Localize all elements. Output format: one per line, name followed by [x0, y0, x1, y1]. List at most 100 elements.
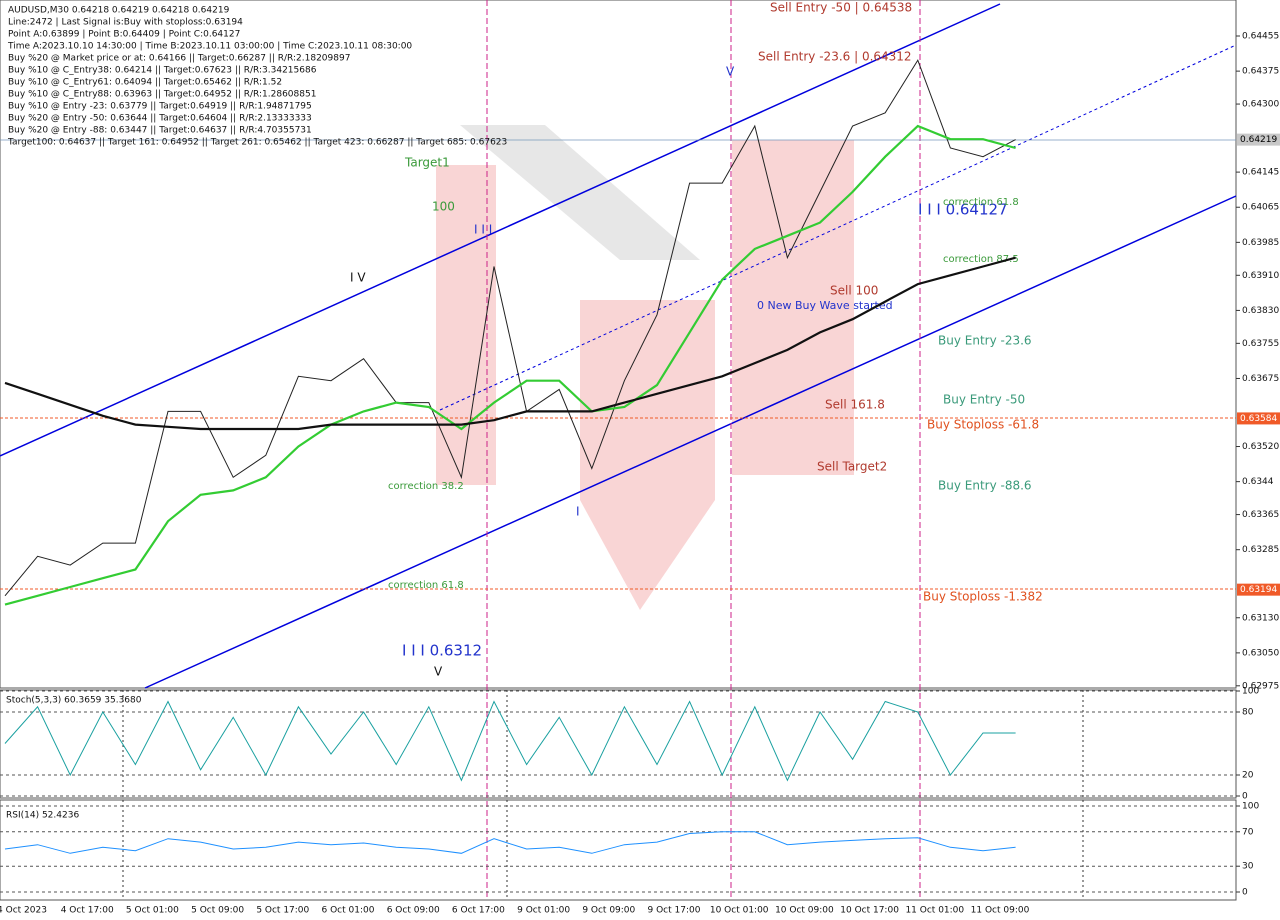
- x-tick-label: 11 Oct 01:00: [905, 906, 964, 916]
- y-tick-label: 100: [1242, 687, 1259, 697]
- y-tick-label: 0.63830: [1242, 306, 1279, 316]
- watermark-shape: [580, 500, 715, 610]
- annotation: Buy Stoploss -61.8: [927, 418, 1039, 432]
- x-tick-label: 5 Oct 17:00: [256, 906, 309, 916]
- annotation: 0 New Buy Wave started: [757, 299, 893, 312]
- channel-middle: [439, 44, 1237, 411]
- annotation: correction 38.2: [388, 481, 464, 492]
- channel: [0, 3, 1237, 689]
- x-tick-label: 6 Oct 17:00: [452, 906, 505, 916]
- y-tick-label: 0.63755: [1242, 339, 1279, 349]
- y-tick-label: 30: [1242, 862, 1254, 872]
- wave-label: I V: [350, 271, 366, 285]
- y-tick-label: 0: [1242, 792, 1248, 802]
- y-tick-label: 70: [1242, 827, 1254, 837]
- wave-label: V: [434, 665, 443, 679]
- price-tag: [1237, 412, 1280, 425]
- info-line: Point A:0.63899 | Point B:0.64409 | Poin…: [8, 30, 240, 40]
- y-tick-label: 0.6344: [1242, 477, 1274, 487]
- indicator-title: RSI(14) 52.4236: [6, 811, 79, 821]
- y-tick-label: 0.63675: [1242, 374, 1279, 384]
- price-tag: [1237, 133, 1280, 146]
- annotation: Sell Entry -23.6 | 0.64312: [758, 50, 912, 64]
- y-tick-label: 0.64375: [1242, 67, 1279, 77]
- x-tick-label: 11 Oct 09:00: [971, 906, 1030, 916]
- annotation: correction 87.5: [943, 254, 1019, 265]
- channel-lower: [144, 195, 1237, 689]
- x-tick-label: 6 Oct 09:00: [387, 906, 440, 916]
- main-frame: [0, 0, 1237, 689]
- wave-label: I I I: [474, 223, 492, 237]
- watermark-shape: [732, 140, 854, 475]
- series-line: [4, 59, 1016, 597]
- price-tag-label: 0.64219: [1240, 135, 1277, 145]
- info-line: Buy %10 @ C_Entry61: 0.64094 || Target:0…: [8, 78, 282, 88]
- info-line: Buy %20 @ Market price or at: 0.64166 ||…: [8, 54, 350, 64]
- rsi-frame: [0, 799, 1237, 901]
- info-line: Buy %10 @ C_Entry38: 0.64214 || Target:0…: [8, 66, 317, 76]
- y-tick-label: 0.63365: [1242, 510, 1279, 520]
- info-line: Line:2472 | Last Signal is:Buy with stop…: [8, 18, 243, 28]
- annotations: Sell Entry -50 | 0.64538 Sell Entry -23.…: [350, 1, 1043, 679]
- x-tick-label: 10 Oct 01:00: [710, 906, 769, 916]
- x-tick-label: 4 Oct 2023: [0, 906, 47, 916]
- watermark-shape: [436, 165, 496, 485]
- x-tick-label: 9 Oct 01:00: [517, 906, 570, 916]
- y-tick-label: 20: [1242, 771, 1254, 781]
- annotation: 100: [432, 200, 455, 214]
- price-tag-label: 0.63584: [1240, 414, 1277, 424]
- y-tick-label: 0.62975: [1242, 681, 1279, 691]
- x-tick-label: 6 Oct 01:00: [322, 906, 375, 916]
- x-tick-label: 5 Oct 01:00: [126, 906, 179, 916]
- annotation: Sell 161.8: [825, 398, 885, 412]
- session-lines: [122, 690, 1084, 900]
- y-tick-label: 0.64065: [1242, 203, 1279, 213]
- price-tag: [1237, 583, 1280, 596]
- x-tick-label: 5 Oct 09:00: [191, 906, 244, 916]
- annotation: I I I 0.64127: [918, 201, 1008, 219]
- y-tick-label: 80: [1242, 708, 1254, 718]
- annotation: Buy Stoploss -1.382: [923, 590, 1043, 604]
- annotation: I I I 0.6312: [402, 642, 482, 660]
- wave-label: V: [726, 65, 735, 79]
- series-line: [4, 124, 1016, 606]
- y-tick-label: 0.64455: [1242, 32, 1279, 42]
- price-tag-label: 0.63194: [1240, 585, 1277, 595]
- wave-label: I: [576, 505, 580, 519]
- y-tick-label: 0.63520: [1242, 442, 1279, 452]
- x-tick-label: 10 Oct 17:00: [840, 906, 899, 916]
- series-line: [4, 256, 1016, 431]
- x-tick-label: 9 Oct 09:00: [582, 906, 635, 916]
- info-line: Time A:2023.10.10 14:30:00 | Time B:2023…: [7, 42, 412, 52]
- info-line: Buy %20 @ Entry -50: 0.63644 || Target:0…: [8, 114, 312, 124]
- indicator-title: Stoch(5,3,3) 60.3659 35.3680: [6, 696, 142, 706]
- y-tick-label: 0.63130: [1242, 613, 1279, 623]
- series-line: [4, 700, 1016, 782]
- watermark-shape: [580, 300, 715, 500]
- annotation: correction 61.8: [943, 197, 1019, 208]
- x-tick-label: 9 Oct 17:00: [648, 906, 701, 916]
- y-tick-label: 100: [1242, 802, 1259, 812]
- info-line: Buy %10 @ Entry -23: 0.63779 || Target:0…: [8, 102, 312, 112]
- y-tick-label: 0: [1242, 888, 1248, 898]
- info-line: Buy %20 @ Entry -88: 0.63447 || Target:0…: [8, 126, 312, 136]
- stoch-frame: [0, 689, 1237, 799]
- watermark: [436, 125, 854, 610]
- annotation: correction 61.8: [388, 580, 464, 591]
- y-tick-label: 0.63910: [1242, 271, 1279, 281]
- annotation: Sell Target2: [817, 460, 887, 474]
- y-tick-label: 0.64300: [1242, 100, 1279, 110]
- y-tick-label: 0.63050: [1242, 648, 1279, 658]
- annotation: Buy Entry -88.6: [938, 479, 1032, 493]
- annotation: Buy Entry -23.6: [938, 334, 1032, 348]
- cycle-lines: [486, 0, 921, 900]
- info-line: Buy %10 @ C_Entry88: 0.63963 || Target:0…: [8, 90, 316, 100]
- series-line: [4, 831, 1016, 854]
- annotation: Sell Entry -50 | 0.64538: [770, 1, 912, 15]
- y-tick-label: 0.63985: [1242, 238, 1279, 248]
- info-block: AUDUSD,M30 0.64218 0.64219 0.64218 0.642…: [7, 6, 507, 148]
- x-tick-label: 4 Oct 17:00: [61, 906, 114, 916]
